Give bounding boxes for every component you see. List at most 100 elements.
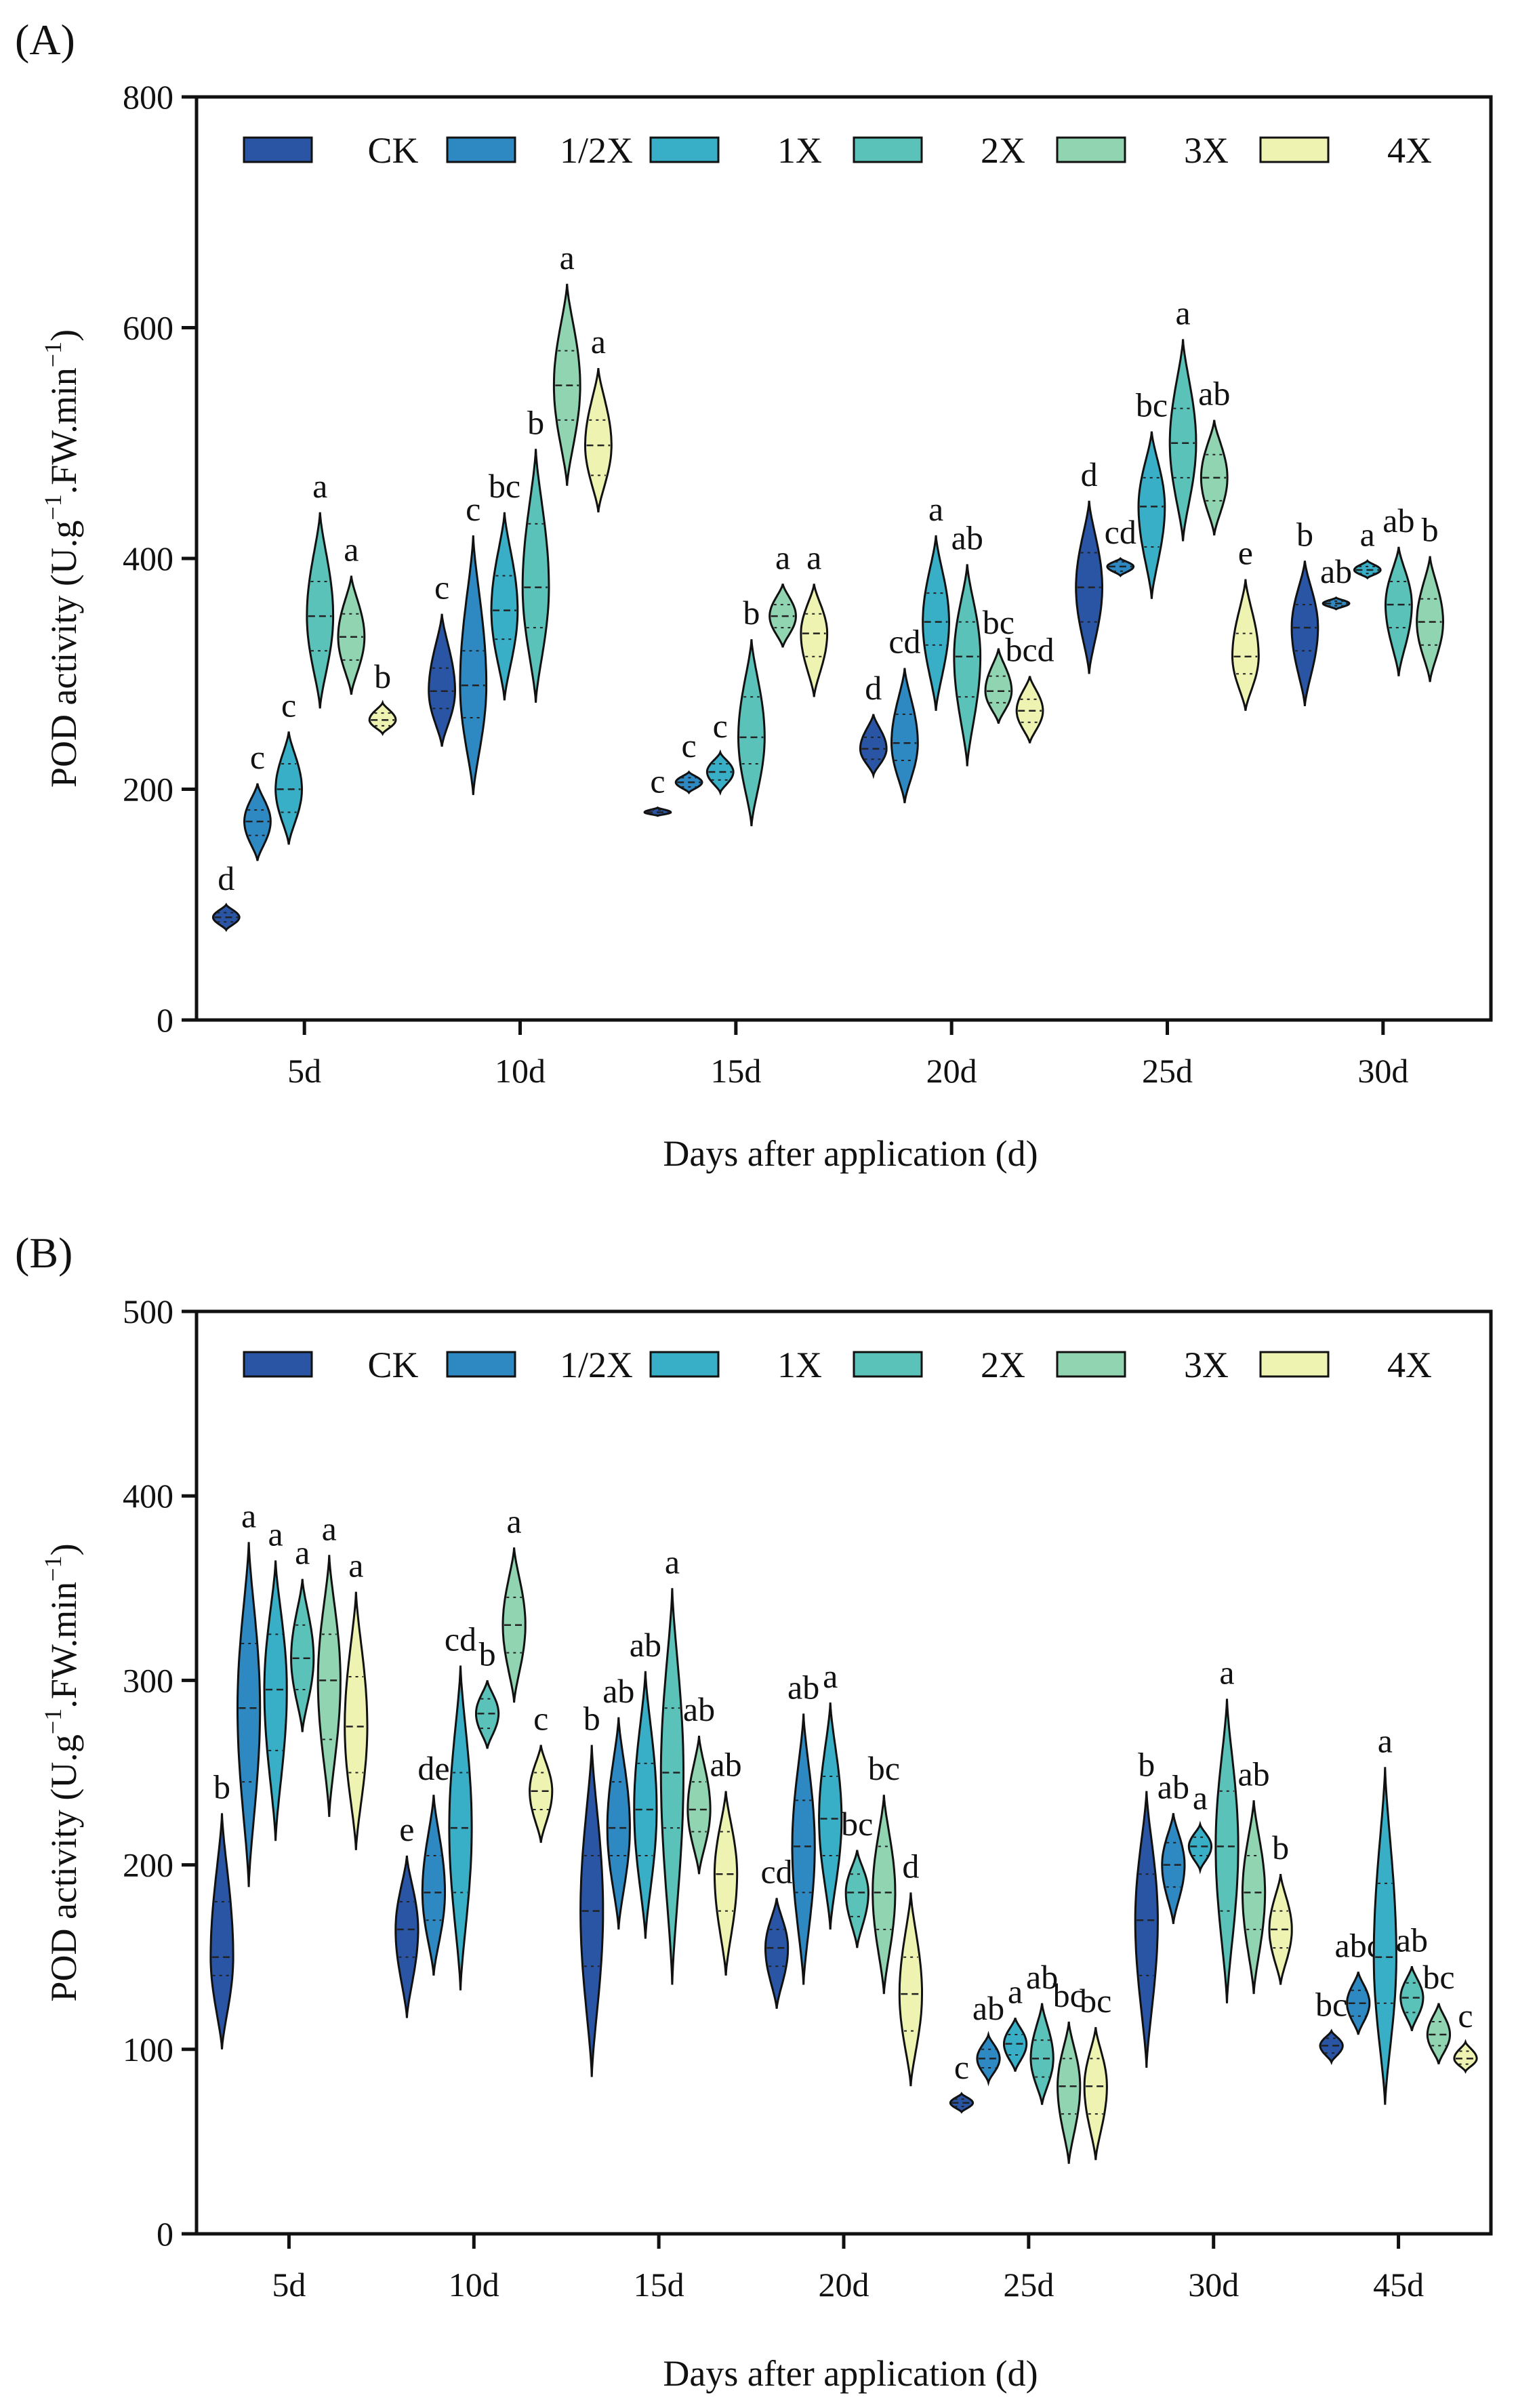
violin-body: [1029, 2003, 1054, 2105]
violin-30d-1X: a: [1353, 515, 1382, 579]
significance-label: c: [250, 738, 265, 776]
violin-15d-1/2X: c: [674, 727, 703, 795]
significance-label: bc: [489, 467, 520, 505]
significance-label: ab: [1198, 375, 1230, 413]
violin-30d-4X: b: [1268, 1829, 1293, 1985]
violin-20d-1/2X: cd: [888, 623, 921, 804]
significance-label: d: [902, 1847, 919, 1885]
violin-body: [1003, 2018, 1028, 2072]
significance-label: b: [743, 594, 760, 632]
y-tick-label: 400: [123, 539, 173, 577]
legend-item-4X: 4X: [1259, 1345, 1432, 1385]
violin-30d-2X: a: [1214, 1654, 1239, 2003]
significance-label: cd: [445, 1620, 476, 1658]
x-tick-label: 5d: [272, 2266, 306, 2304]
legend-swatch: [1259, 1351, 1330, 1378]
violin-body: [1384, 546, 1413, 676]
violin-body: [1426, 2003, 1451, 2064]
y-tick-label: 0: [157, 2215, 173, 2253]
violin-body: [448, 1665, 473, 1991]
violin-10d-CK: c: [428, 569, 457, 747]
significance-label: cd: [888, 623, 920, 661]
violin-15d-2X: b: [737, 594, 766, 827]
violin-45d-1X: a: [1372, 1721, 1397, 2105]
violin-body: [1015, 676, 1044, 743]
significance-label: bc: [1315, 1986, 1347, 2024]
violin-25d-3X: ab: [1198, 375, 1230, 536]
legend-item-2X: 2X: [853, 1345, 1025, 1385]
legend-label: CK: [367, 1345, 418, 1385]
significance-label: ab: [972, 1989, 1004, 2027]
violin-body: [791, 1713, 816, 1985]
significance-label: bc: [1136, 386, 1168, 424]
violin-25d-4X: bc: [1080, 1982, 1111, 2161]
legend-label: 4X: [1387, 130, 1432, 171]
legend-item-1/2X: 1/2X: [446, 1345, 633, 1385]
violin-body: [521, 449, 550, 703]
violin-body: [1083, 2026, 1108, 2161]
violin-body: [1231, 579, 1260, 711]
violin-15d-3X: ab: [683, 1690, 715, 1875]
violin-30d-2X: ab: [1382, 502, 1415, 676]
legend-swatch: [1056, 136, 1126, 163]
significance-label: c: [281, 686, 296, 724]
violin-20d-3X: bc: [868, 1749, 900, 1995]
violin-body: [633, 1671, 658, 1939]
violin-body: [1214, 1698, 1239, 2003]
legend-swatch: [446, 1351, 516, 1378]
x-tick-label: 5d: [287, 1052, 321, 1090]
violin-body: [209, 1813, 234, 2049]
significance-label: a: [1219, 1654, 1234, 1692]
significance-label: a: [322, 1509, 337, 1547]
violin-body: [1057, 2021, 1082, 2164]
significance-label: a: [823, 1657, 838, 1695]
significance-label: cd: [760, 1853, 792, 1891]
violin-15d-4X: ab: [710, 1746, 742, 1976]
significance-label: ab: [683, 1690, 715, 1728]
significance-label: bc: [1053, 1976, 1085, 2014]
violin-body: [984, 648, 1013, 724]
significance-label: b: [479, 1635, 496, 1673]
violin-body: [659, 1588, 684, 1985]
legend-label: 2X: [981, 1345, 1025, 1385]
violin-5d-CK: b: [209, 1768, 234, 2049]
significance-label: ab: [630, 1626, 661, 1664]
violin-25d-3X: bc: [1053, 1976, 1085, 2164]
violin-25d-CK: c: [949, 2048, 975, 2114]
violin-10d-1X: cd: [445, 1620, 476, 1991]
significance-label: a: [1360, 515, 1375, 553]
significance-label: a: [295, 1534, 310, 1572]
x-tick-label: 15d: [710, 1052, 761, 1090]
violin-body: [976, 2031, 1001, 2087]
violin-body: [818, 1702, 843, 1930]
violin-body: [1268, 1874, 1293, 1985]
violin-body: [800, 584, 829, 697]
significance-label: e: [1238, 534, 1253, 572]
violin-20d-1X: a: [922, 490, 951, 711]
violin-15d-CK: b: [579, 1700, 604, 2077]
legend-item-2X: 2X: [853, 130, 1025, 171]
violin-30d-CK: b: [1134, 1746, 1159, 2068]
significance-label: ab: [710, 1746, 741, 1784]
violin-30d-1/2X: ab: [1320, 552, 1352, 611]
violin-body: [490, 512, 519, 701]
violin-30d-1X: a: [1187, 1779, 1212, 1875]
significance-label: a: [591, 323, 606, 361]
violin-15d-1X: ab: [630, 1626, 661, 1939]
violin-20d-1X: a: [818, 1657, 843, 1930]
legend-swatch: [446, 136, 516, 163]
violin-10d-2X: b: [475, 1635, 500, 1749]
significance-label: a: [560, 239, 575, 277]
legend-item-1X: 1X: [649, 130, 822, 171]
violin-body: [579, 1744, 604, 2077]
significance-label: ab: [787, 1668, 819, 1706]
violin-body: [844, 1850, 869, 1948]
significance-label: ab: [1320, 552, 1352, 590]
violin-body: [237, 1542, 262, 1887]
legend-swatch: [649, 1351, 720, 1378]
violin-body: [316, 1555, 342, 1817]
